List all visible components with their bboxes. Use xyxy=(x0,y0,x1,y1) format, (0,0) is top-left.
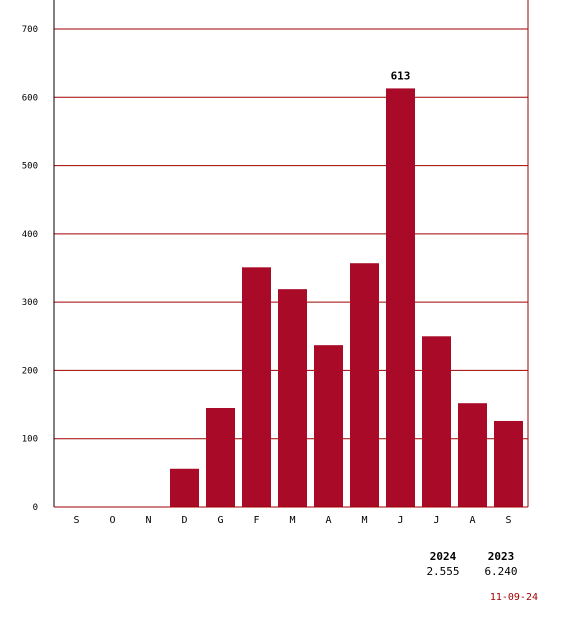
x-tick-label-4: G xyxy=(217,515,223,526)
x-tick-label-11: A xyxy=(469,515,475,526)
x-tick-label-1: O xyxy=(109,515,115,526)
peak-value-label: 613 xyxy=(391,69,411,82)
x-tick-label-12: S xyxy=(505,515,511,526)
x-tick-label-6: M xyxy=(289,515,295,526)
y-tick-label-700: 700 xyxy=(22,25,38,35)
x-tick-label-3: D xyxy=(181,515,187,526)
y-tick-label-300: 300 xyxy=(22,298,38,308)
totals-2024: 2024 2.555 xyxy=(415,549,471,579)
x-tick-label-9: J xyxy=(397,515,403,526)
y-tick-label-400: 400 xyxy=(22,230,38,240)
x-tick-label-5: F xyxy=(253,515,259,526)
bar-3 xyxy=(170,468,199,507)
y-tick-label-200: 200 xyxy=(22,366,38,376)
x-tick-label-8: M xyxy=(361,515,367,526)
bar-7 xyxy=(314,345,343,507)
y-tick-label-600: 600 xyxy=(22,93,38,103)
totals-value-2023: 6.240 xyxy=(484,565,518,578)
totals-value-2024: 2.555 xyxy=(426,565,460,578)
bar-4 xyxy=(206,407,235,507)
totals-2023: 2023 6.240 xyxy=(473,549,529,579)
bar-5 xyxy=(242,267,271,507)
y-tick-label-100: 100 xyxy=(22,435,38,445)
bar-10 xyxy=(422,336,451,507)
x-tick-label-2: N xyxy=(145,515,151,526)
bar-8 xyxy=(350,263,379,507)
totals-year-2024: 2024 xyxy=(429,550,457,563)
axes xyxy=(53,0,529,508)
bar-9 xyxy=(386,88,415,507)
x-tick-label-0: S xyxy=(73,515,79,526)
tick-labels: 0 100 200 300 400 500 600 700 S O N D G F M A M J J A S 613 xyxy=(22,25,512,526)
bar-12 xyxy=(494,420,523,507)
y-tick-label-0: 0 xyxy=(33,503,38,513)
totals-year-2023: 2023 xyxy=(487,550,515,563)
bars xyxy=(170,88,523,507)
x-tick-label-7: A xyxy=(325,515,331,526)
y-tick-label-500: 500 xyxy=(22,162,38,172)
bar-6 xyxy=(278,289,307,507)
date-stamp: 11-09-24 xyxy=(489,592,538,603)
bar-11 xyxy=(458,403,487,507)
x-tick-label-10: J xyxy=(433,515,439,526)
monthly-bar-chart: 0 100 200 300 400 500 600 700 S O N D G F M A M J J A S 613 xyxy=(22,0,529,526)
